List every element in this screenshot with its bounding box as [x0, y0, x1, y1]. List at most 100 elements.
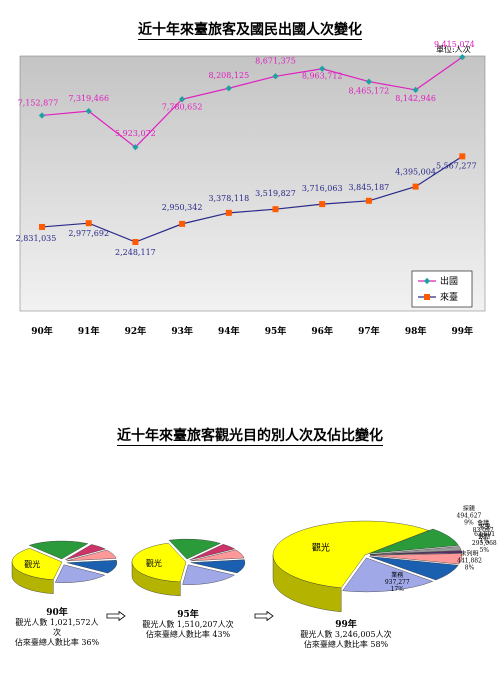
- pie-95年: 觀光: [131, 538, 246, 597]
- pie-slice-top: [66, 559, 118, 574]
- data-label: 4,395,004: [395, 168, 436, 177]
- data-point: [132, 238, 139, 245]
- pie-slice: [369, 546, 462, 555]
- pie-slice-label: 其他 295,068 5%: [472, 532, 497, 554]
- pie-slice-label: 業務 937,277 17%: [385, 571, 410, 593]
- pie-slice: [11, 548, 63, 594]
- data-point: [38, 112, 46, 119]
- pie-slice-label: 未列明 441,882 8%: [457, 549, 482, 571]
- pie-slice: [54, 564, 106, 583]
- data-label: 7,152,877: [18, 98, 59, 107]
- data-point: [225, 85, 232, 92]
- pie-slice-label-line: 會議: [477, 519, 489, 527]
- pie-slice-label-line: 業務: [391, 571, 403, 579]
- pie-slice-top: [190, 559, 246, 574]
- pie-slice-label-line: 其他: [478, 532, 490, 540]
- pie-slice: [272, 520, 430, 613]
- pie-caption-99: 99年 觀光人數 3,246,005人次 佔來臺總人數比率 58%: [296, 620, 396, 650]
- pie-slice: [369, 556, 459, 581]
- pie-slice-label-line: 1%: [480, 538, 490, 545]
- x-tick-label: 97年: [358, 325, 380, 337]
- pie-slice-label-line: 62,691: [474, 531, 495, 538]
- pie-year-99: 99年: [335, 620, 357, 630]
- pie-slice-top: [28, 540, 89, 560]
- x-tick-label: 93年: [171, 325, 193, 337]
- pie-slice-top: [369, 546, 462, 555]
- pie-inner-label: 觀光: [312, 541, 330, 553]
- data-point: [39, 223, 45, 230]
- data-point: [85, 108, 92, 115]
- data-label: 8,208,125: [208, 71, 249, 80]
- pie-ratio-95: 佔來臺總人數比率 43%: [145, 630, 231, 639]
- data-point: [178, 96, 186, 103]
- pie-slice-label-line: 8%: [465, 564, 475, 571]
- pie-inner-label: 觀光: [146, 558, 162, 568]
- pie-caption-95: 95年 觀光人數 1,510,207人次 佔來臺總人數比率 43%: [138, 610, 238, 640]
- pie-ratio-90: 佔來臺總人數比率 36%: [14, 638, 100, 647]
- pie-99年: 探親 494,627 9% 會議 83,097 2%求學 62,691 1%其他 295,068…: [272, 504, 497, 613]
- pie-slice-label-line: 5%: [480, 547, 490, 554]
- data-label: 7,780,652: [162, 102, 203, 111]
- data-label: 3,378,118: [208, 194, 249, 203]
- pie-inner-label: 觀光: [24, 559, 40, 569]
- x-tick-label: 95年: [265, 325, 287, 337]
- pie-slice: [66, 549, 117, 562]
- pie-slice-label-line: 441,882: [457, 557, 482, 564]
- pie-slice: [182, 564, 235, 585]
- data-point: [225, 209, 232, 216]
- pie-slice: [190, 549, 245, 562]
- series-line-outbound: [41, 56, 463, 148]
- line-chart-title: 近十年來臺旅客及國民出國人次變化: [138, 22, 362, 40]
- pie-slice-label: 求學 62,691 1%: [474, 523, 495, 545]
- pie-slice-top: [369, 553, 463, 565]
- x-tick-label: 91年: [78, 325, 100, 337]
- data-label: 8,963,712: [302, 72, 343, 81]
- data-point: [459, 153, 466, 160]
- x-tick-label: 98年: [405, 325, 427, 337]
- pie-slice: [369, 550, 463, 555]
- pie-slice-top: [168, 538, 221, 560]
- pie-slice-top: [54, 564, 106, 583]
- pie-90年: 觀光: [11, 540, 118, 594]
- arrow-right-icon: [254, 611, 274, 621]
- x-tick-label: 96年: [311, 325, 333, 337]
- data-label: 8,465,172: [349, 87, 390, 96]
- data-point: [85, 220, 92, 227]
- x-tick-label: 92年: [125, 325, 147, 337]
- data-point: [132, 144, 139, 151]
- pie-slice-label-line: 295,068: [472, 540, 497, 547]
- data-label: 3,845,187: [349, 183, 390, 192]
- pie-slice-label-line: 937,277: [385, 579, 410, 586]
- x-tick-label: 94年: [218, 325, 240, 337]
- data-label: 2,248,117: [115, 248, 156, 257]
- pie-slice-label-line: 17%: [391, 586, 405, 593]
- pie-slice: [168, 538, 221, 560]
- pie-slice: [342, 557, 434, 593]
- pie-slice: [131, 542, 187, 597]
- pie-count-90: 觀光人數 1,021,572人次: [15, 618, 99, 637]
- data-point: [365, 197, 372, 204]
- plot-area: [19, 55, 486, 312]
- x-tick-label: 90年: [31, 325, 53, 337]
- pie-slice-top: [342, 557, 434, 593]
- pie-slice: [28, 540, 89, 560]
- pie-caption-90: 90年 觀光人數 1,021,572人次 佔來臺總人數比率 36%: [12, 608, 102, 648]
- data-point: [319, 201, 326, 208]
- legend-marker-outbound: [423, 277, 431, 285]
- pie-slice: [369, 528, 460, 554]
- pie-slice-label-line: 9%: [464, 519, 474, 526]
- pie-slice-top: [369, 550, 463, 555]
- pie-slice-label-line: 未列明: [461, 549, 479, 557]
- pie-chart-title: 近十年來臺旅客觀光目的別人次及佔比變化: [117, 428, 383, 446]
- pie-slice-top: [66, 549, 117, 562]
- pie-slice-top: [272, 520, 430, 589]
- pie-count-95: 觀光人數 1,510,207人次: [142, 620, 234, 629]
- pie-year-95: 95年: [177, 610, 199, 620]
- pie-year-90: 90年: [46, 608, 68, 618]
- pie-slice-label-line: 494,627: [457, 512, 482, 519]
- arrow-right-icon: [106, 611, 126, 621]
- pie-slice-top: [11, 548, 63, 580]
- data-label: 2,950,342: [162, 203, 203, 212]
- data-label: 2,831,035: [16, 234, 57, 243]
